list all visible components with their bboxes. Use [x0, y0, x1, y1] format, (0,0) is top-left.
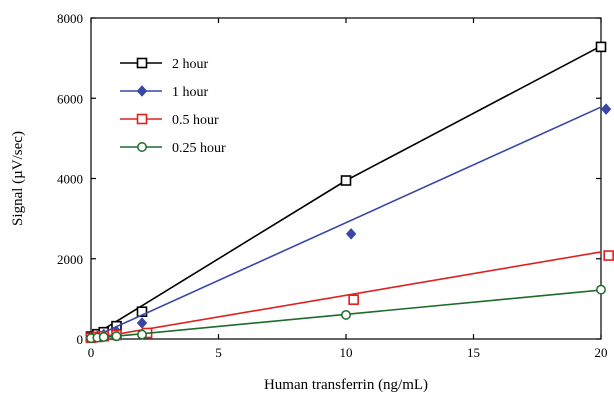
legend: 2 hour 1 hour 0.5 hour 0.25 hour — [120, 57, 226, 156]
point-3-6 — [596, 284, 606, 295]
x-tick-label-2: 10 — [340, 345, 353, 360]
fit-line-0 — [90, 45, 602, 338]
legend-label-3: 0.25 hour — [172, 141, 226, 156]
point-3-3 — [111, 331, 122, 342]
legend-marker-1 — [136, 85, 148, 97]
series-1 — [85, 103, 612, 344]
legend-marker-2 — [136, 113, 148, 125]
y-tick-label-3: 6000 — [57, 91, 83, 106]
point-3-2 — [98, 332, 109, 342]
x-axis-title: Human transferrin (ng/mL) — [264, 377, 428, 393]
legend-marker-0 — [136, 57, 148, 69]
legend-label-0: 2 hour — [172, 57, 209, 72]
point-1-4 — [136, 317, 148, 329]
y-tick-label-4: 8000 — [57, 11, 83, 26]
y-axis-title: Signal (µV/sec) — [10, 131, 26, 226]
y-tick-label-2: 4000 — [57, 172, 83, 187]
fit-line-2 — [90, 251, 602, 340]
fit-line-1 — [90, 106, 602, 339]
series-3 — [86, 284, 606, 344]
point-1-5 — [345, 228, 357, 240]
point-1-6 — [600, 103, 612, 115]
point-0-6 — [595, 41, 607, 53]
x-tick-label-0: 0 — [88, 345, 95, 360]
point-2-6 — [603, 250, 614, 261]
series-layer — [85, 41, 614, 344]
point-3-4 — [137, 329, 147, 340]
point-0-4 — [136, 306, 148, 318]
y-tick-label-1: 2000 — [57, 252, 83, 267]
legend-label-2: 0.5 hour — [172, 113, 219, 128]
x-tick-label-3: 15 — [467, 345, 480, 360]
point-2-5 — [348, 294, 359, 305]
point-3-5 — [341, 309, 351, 320]
axes: 0 5 10 15 20 0 2000 4000 6000 8000 — [57, 11, 608, 360]
point-0-5 — [340, 175, 352, 186]
x-tick-label-1: 5 — [215, 345, 222, 360]
x-tick-label-4: 20 — [595, 345, 608, 360]
legend-marker-3 — [137, 142, 147, 152]
y-tick-label-0: 0 — [77, 332, 84, 347]
legend-label-1: 1 hour — [172, 85, 209, 100]
